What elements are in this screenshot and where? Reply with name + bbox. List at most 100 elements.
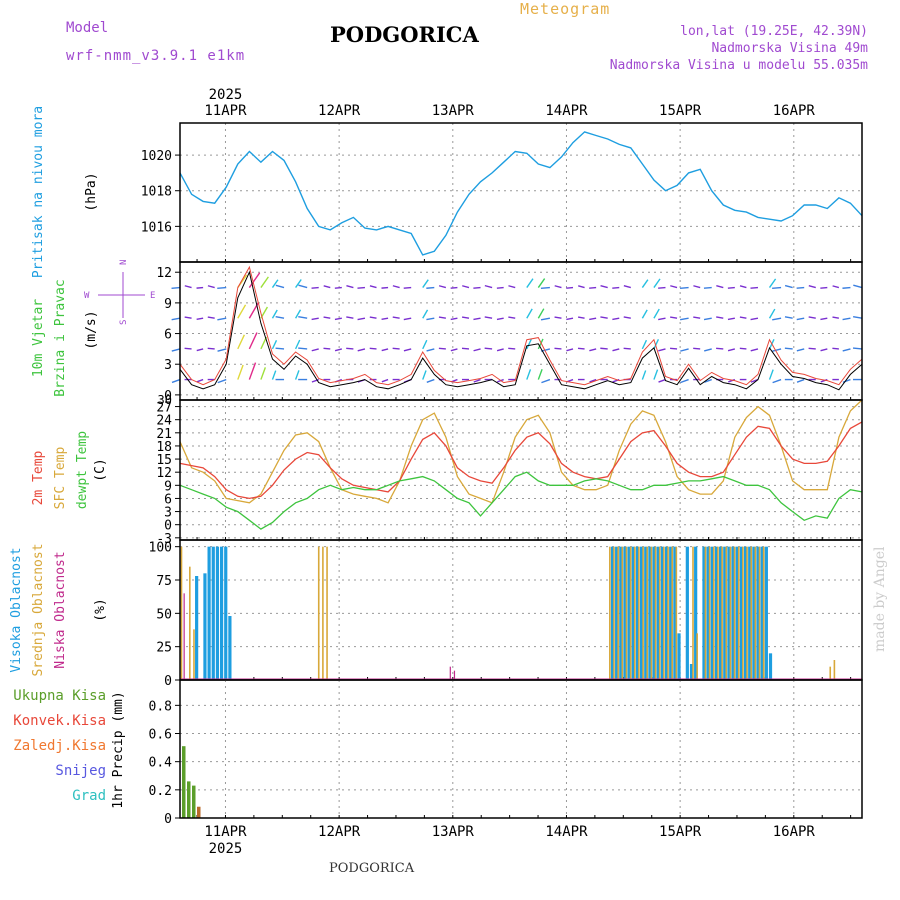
cloud-bar <box>639 546 644 680</box>
y-tick-label: 27 <box>156 401 172 416</box>
wind-arrow <box>323 285 331 289</box>
wind-arrow <box>275 284 285 289</box>
wind-arrow <box>346 285 354 289</box>
wind-arrow <box>693 347 701 350</box>
cloud-bar <box>702 546 706 680</box>
wind-arrow <box>820 348 828 352</box>
wind-arrow <box>566 286 574 289</box>
cloud-bar <box>638 546 640 680</box>
wind-arrow <box>369 285 377 289</box>
wind-arrow <box>237 334 245 350</box>
y-tick-label: 0 <box>164 812 172 827</box>
wind-arrow <box>693 285 701 289</box>
wind-arrow <box>772 348 782 352</box>
cloud-bar <box>754 546 757 680</box>
cloud-bar <box>750 546 753 680</box>
wind-arrow <box>450 286 458 289</box>
wind-arrow <box>704 348 712 352</box>
wind-arrow <box>298 284 308 289</box>
cloud-bar <box>654 546 657 680</box>
wind-arrow <box>784 316 793 319</box>
wind-arrow <box>346 316 354 319</box>
wind-arrow <box>704 378 712 383</box>
y-tick-label-extra: 30 <box>158 393 172 407</box>
wind-arrow <box>392 285 400 289</box>
wind-arrow <box>526 278 534 288</box>
wind-arrow <box>670 347 678 350</box>
cloud-bar <box>627 546 631 680</box>
wind-arrow <box>750 286 759 289</box>
x-date-label-bottom: 11APR <box>204 824 247 840</box>
wind-axis-title-1: 10m Vjetar <box>31 299 46 377</box>
y-tick-label: 21 <box>156 427 172 442</box>
cloud-bar <box>635 546 640 680</box>
cloud-bar <box>449 666 451 680</box>
y-tick-label: 6 <box>164 328 172 343</box>
cloud-bar <box>617 546 619 680</box>
y-tick-label: 0 <box>164 389 172 404</box>
wind-arrow <box>496 348 504 352</box>
wind-arrow <box>526 308 533 319</box>
wind-arrow <box>842 286 851 289</box>
wind-arrow <box>658 317 666 321</box>
wind-arrow <box>484 316 493 319</box>
wind-axis-title-2: Brzina i Pravac <box>53 279 68 396</box>
temp-axis-title-3: dewpt Temp <box>75 431 90 509</box>
dewpoint-line <box>179 471 863 530</box>
cloud-bar <box>671 546 674 680</box>
cloud-bar <box>656 546 660 680</box>
wind-arrow <box>750 348 759 352</box>
precip-bar <box>182 746 186 818</box>
wind-arrow <box>852 347 863 350</box>
wind-arrow <box>739 316 747 319</box>
cloud-bar <box>203 573 207 680</box>
wind-arrow <box>426 317 435 321</box>
wind-arrow <box>566 348 574 352</box>
wind-arrow <box>554 316 562 319</box>
x-date-label-top: 13APR <box>432 103 475 119</box>
wind-arrow <box>703 286 712 289</box>
wind-arrow <box>820 317 828 321</box>
wind-arrow <box>346 347 354 350</box>
cloud-bar <box>729 546 732 680</box>
wind-arrow <box>600 347 608 350</box>
wind-arrow <box>658 348 666 352</box>
cloud-bar <box>746 546 748 680</box>
page-title: PODGORICA <box>330 22 479 47</box>
cloud-bar <box>648 546 652 680</box>
precip-bar <box>192 785 196 818</box>
cloud-bar <box>633 546 636 680</box>
y-tick-label: 9 <box>164 297 172 312</box>
cloud-bar <box>652 546 656 680</box>
x-date-label-top: 14APR <box>545 103 588 119</box>
y-tick-label: 1020 <box>141 149 172 164</box>
cloud-bar <box>685 546 689 680</box>
wind-arrow <box>832 347 839 350</box>
wind-arrow <box>578 285 585 289</box>
x-date-label-top: 16APR <box>773 103 816 119</box>
precip-legend-item: Zaledj.Kisa <box>13 738 106 754</box>
wind-arrow <box>768 308 776 319</box>
panel-frame <box>179 122 863 263</box>
cloud-bar <box>675 546 678 680</box>
wind-arrow <box>796 286 805 289</box>
wind-arrow <box>260 276 269 288</box>
wind-arrow <box>271 339 278 350</box>
wind-arrow <box>171 317 181 321</box>
wind-arrow <box>237 304 247 319</box>
wind-arrow <box>171 348 181 352</box>
lonlat-text: lon,lat (19.25E, 42.39N) <box>680 24 868 39</box>
x-date-label-bottom: 13APR <box>432 824 475 840</box>
wind-arrow <box>260 367 267 380</box>
y-tick-label: 9 <box>164 479 172 494</box>
precip-legend-item: Grad <box>72 788 106 804</box>
cloud-bar <box>725 546 728 680</box>
panel-frame <box>179 399 863 541</box>
wind-arrow <box>298 315 308 319</box>
wind-arrow <box>184 347 192 350</box>
wind-arrow <box>653 308 660 319</box>
temp-axis-title-1: 2m Temp <box>31 450 46 505</box>
x-date-label-bottom: 14APR <box>545 824 588 840</box>
wind-arrow <box>853 315 863 319</box>
